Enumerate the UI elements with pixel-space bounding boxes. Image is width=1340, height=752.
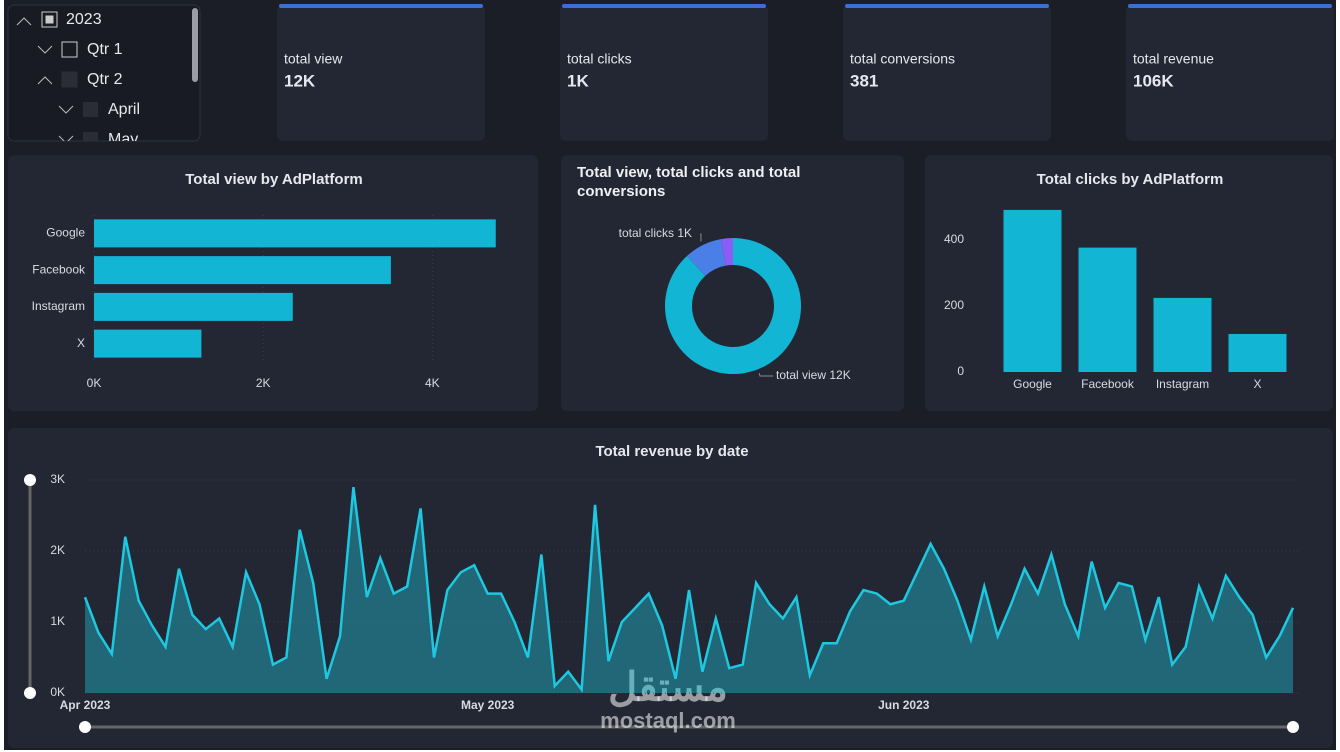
collapse-icon[interactable]	[16, 17, 32, 26]
slicer[interactable]: 2023 Qtr 1 Qtr 2 April May	[16, 11, 140, 148]
card-value: 106K	[1133, 71, 1174, 90]
bar	[1153, 297, 1212, 372]
chart-title-box: Total view, total clicks and total conve…	[577, 164, 801, 200]
card-accent	[1128, 4, 1332, 8]
card-accent	[279, 4, 483, 8]
slicer-item[interactable]: 2023	[66, 11, 102, 28]
checkbox[interactable]	[61, 71, 78, 88]
card-value: 381	[850, 71, 878, 90]
x-tick-label: 0K	[87, 376, 102, 390]
checkbox[interactable]	[41, 11, 58, 28]
panel	[8, 428, 1333, 748]
kpi-card	[560, 5, 768, 141]
y-tick-label: 0	[957, 364, 964, 378]
card-label: total conversions	[850, 51, 955, 67]
x-tick-label: Facebook	[1081, 377, 1135, 391]
donut-slice	[665, 238, 801, 374]
data-label: total view 12K	[776, 368, 851, 382]
bar	[1003, 209, 1062, 372]
y-tick-label: 3K	[50, 472, 65, 486]
scrollbar	[192, 8, 198, 82]
slicer-panel	[7, 4, 201, 142]
y-tick-label: Instagram	[32, 299, 85, 313]
bar	[1228, 333, 1287, 372]
chart-title: Total view, total clicks and total conve…	[577, 164, 801, 200]
x-tick-label: May 2023	[461, 698, 515, 712]
chart-title: Total revenue by date	[595, 443, 748, 460]
slicer-item[interactable]: May	[108, 131, 138, 148]
card-value: 12K	[284, 71, 316, 90]
slider-handle[interactable]	[24, 474, 36, 486]
donut-slice	[720, 238, 733, 266]
y-tick-label: Google	[46, 226, 85, 240]
card-label: total clicks	[567, 51, 632, 67]
line	[83, 486, 1295, 693]
bar	[1078, 247, 1137, 372]
kpi-card	[1126, 5, 1334, 141]
x-tick-label: 2K	[256, 376, 271, 390]
y-tick-label: X	[77, 336, 85, 350]
y-tick-label: 200	[944, 298, 964, 312]
x-tick-label: X	[1253, 377, 1261, 391]
y-tick-label: 1K	[50, 614, 65, 628]
leader-line	[700, 233, 702, 242]
bar	[94, 329, 202, 358]
y-tick-label: 0K	[50, 685, 65, 699]
kpi-card	[843, 5, 1051, 141]
card-accent	[845, 4, 1049, 8]
checkbox[interactable]	[83, 132, 98, 147]
data-label: total clicks 1K	[619, 226, 692, 240]
card-label: total view	[284, 51, 343, 67]
watermark: mostaql.com	[600, 708, 736, 733]
slicer-item[interactable]: April	[108, 101, 140, 118]
checkbox-partial	[45, 15, 54, 24]
x-tick-label: 4K	[425, 376, 440, 390]
checkbox[interactable]	[83, 102, 98, 117]
kpi-card	[277, 5, 485, 141]
y-tick-label: 2K	[50, 543, 65, 557]
card-label: total revenue	[1133, 51, 1214, 67]
card-accent	[562, 4, 766, 8]
bar	[94, 256, 391, 285]
x-tick-label: Instagram	[1156, 377, 1209, 391]
bar	[94, 219, 496, 248]
slicer-item[interactable]: Qtr 2	[87, 71, 123, 88]
slider-handle[interactable]	[24, 687, 36, 699]
slider-handle[interactable]	[79, 721, 91, 733]
donut-slice	[686, 239, 726, 276]
collapse-icon[interactable]	[37, 76, 53, 85]
y-tick-label: 400	[944, 232, 964, 246]
watermark: مستقل	[608, 666, 728, 710]
chart-title: Total clicks by AdPlatform	[1037, 171, 1224, 188]
expand-icon[interactable]	[37, 45, 53, 54]
slicer-item[interactable]: Qtr 1	[87, 41, 123, 58]
y-tick-label: Facebook	[32, 262, 86, 276]
checkbox[interactable]	[61, 41, 78, 58]
chart-title: Total view by AdPlatform	[185, 171, 363, 188]
x-tick-label: Apr 2023	[60, 698, 111, 712]
expand-icon[interactable]	[58, 135, 74, 143]
slider-handle[interactable]	[1287, 721, 1299, 733]
bar	[94, 292, 293, 321]
expand-icon[interactable]	[58, 105, 74, 114]
leader-line	[758, 372, 773, 377]
card-value: 1K	[567, 71, 589, 90]
panel	[561, 155, 904, 411]
x-tick-label: Google	[1013, 377, 1052, 391]
x-tick-label: Jun 2023	[878, 698, 930, 712]
